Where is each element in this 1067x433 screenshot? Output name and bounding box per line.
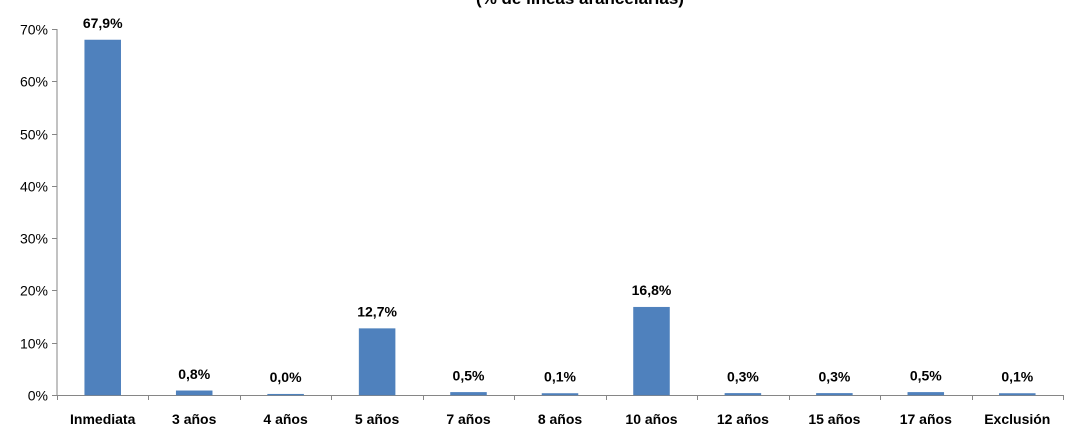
x-tick-label: 12 años: [717, 411, 769, 427]
y-tick-label: 70%: [20, 22, 48, 38]
y-tick-label: 10%: [20, 336, 48, 352]
data-label: 0,3%: [727, 368, 759, 384]
x-tick-label: Inmediata: [70, 411, 136, 427]
bar: [816, 393, 853, 396]
data-label: 67,9%: [83, 15, 123, 31]
data-label: 0,8%: [178, 366, 210, 382]
x-tick-label: 10 años: [625, 411, 677, 427]
y-tick-label: 60%: [20, 74, 48, 90]
y-tick-label: 50%: [20, 127, 48, 143]
data-label: 0,5%: [910, 367, 942, 383]
y-tick-label: 30%: [20, 231, 48, 247]
data-label: 0,5%: [453, 367, 485, 383]
data-labels-group: 67,9% 0,8% 0,0% 12,7% 0,5% 0,1% 16,8% 0,3% 0,3% 0…: [83, 15, 1034, 385]
bars-group: [84, 39, 1036, 396]
y-tick-label: 40%: [20, 179, 48, 195]
bar: [358, 328, 396, 396]
x-tick-label: 17 años: [900, 411, 952, 427]
bar: [267, 393, 304, 396]
data-label: 0,1%: [544, 369, 576, 385]
x-tick-label: 3 años: [172, 411, 217, 427]
x-tick-label: Exclusión: [984, 411, 1050, 427]
bar: [84, 39, 121, 396]
data-label: 16,8%: [632, 282, 672, 298]
x-tick-label: 4 años: [263, 411, 308, 427]
x-tick-label: 8 años: [538, 411, 583, 427]
x-tick-label: 7 años: [446, 411, 491, 427]
bar: [541, 393, 579, 396]
data-label: 0,0%: [270, 369, 302, 385]
y-axis: 0% 10% 20% 30% 40% 50% 60% 70%: [20, 22, 58, 404]
y-tick-label: 20%: [20, 283, 48, 299]
bar: [175, 390, 213, 396]
data-label: 0,1%: [1001, 369, 1033, 385]
bar: [907, 392, 945, 396]
data-label: 12,7%: [357, 304, 397, 320]
y-tick-label: 0%: [28, 388, 48, 404]
x-axis: Inmediata 3 años 4 años 5 años 7 años 8 años 1…: [57, 395, 1064, 427]
chart-title: (% de líneas arancelarias): [476, 0, 684, 8]
data-label: 0,3%: [818, 368, 850, 384]
bar: [999, 393, 1036, 396]
bar: [450, 392, 487, 396]
x-tick-label: 15 años: [808, 411, 860, 427]
bar: [633, 306, 670, 396]
x-tick-label: 5 años: [355, 411, 400, 427]
bar: [724, 393, 762, 396]
